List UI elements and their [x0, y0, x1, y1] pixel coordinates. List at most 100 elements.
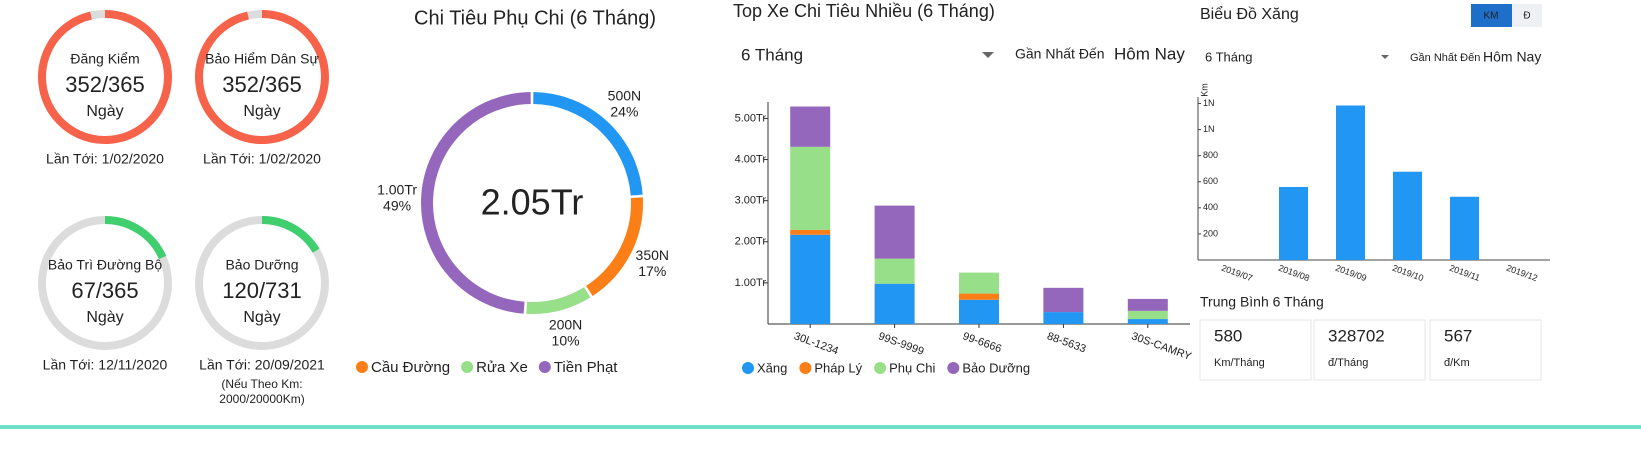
donut-segment	[526, 287, 591, 314]
donut-amount: 350N	[636, 247, 669, 263]
gauge-value: 352/365	[65, 72, 145, 97]
gauge-value: 352/365	[222, 72, 302, 97]
summary-unit: Km/Tháng	[1214, 357, 1265, 369]
gauge-unit: Ngày	[86, 103, 123, 120]
donut-amount: 1.00Tr	[377, 181, 417, 197]
summary-card	[1199, 319, 1312, 381]
dropdown[interactable]: 6 Tháng	[741, 45, 803, 64]
x-tick-label: 99S-9999	[877, 330, 926, 358]
bar	[1450, 196, 1479, 260]
legend-marker	[461, 361, 474, 373]
donut-segment	[533, 92, 643, 196]
donut-segment	[585, 197, 643, 296]
bar	[1336, 105, 1365, 260]
bar-segment	[790, 229, 831, 235]
summary-title: Trung Bình 6 Tháng	[1200, 294, 1324, 310]
legend-marker	[538, 361, 551, 373]
bar	[1279, 186, 1308, 260]
gauge-note: (Nếu Theo Km:	[221, 377, 302, 391]
chart-title: Biểu Đồ Xăng	[1200, 5, 1299, 23]
x-tick-label: 30S-CAMRY	[1130, 330, 1194, 363]
y-tick-label: 1.00Tr	[735, 277, 767, 289]
donut-percent: 24%	[610, 103, 638, 119]
gauge-title: Bảo Dưỡng	[225, 257, 298, 273]
donut-percent: 10%	[552, 332, 580, 348]
bar-segment	[874, 283, 915, 324]
summary-card	[1313, 319, 1426, 381]
toggle-label: Đ	[1523, 11, 1530, 22]
range-label: Gần Nhất Đến	[1410, 52, 1480, 64]
y-tick-label: 4.00Tr	[735, 153, 767, 165]
date-picker[interactable]: Hôm Nay	[1483, 49, 1541, 65]
dropdown-arrow[interactable]	[1381, 55, 1389, 59]
donut-percent: 17%	[638, 263, 666, 279]
bar-segment	[959, 272, 999, 294]
gauge-next: Lần Tới: 1/02/2020	[46, 151, 164, 167]
toggle-km[interactable]	[1471, 4, 1512, 27]
gauge-title: Đăng Kiểm	[70, 51, 139, 67]
donut-percent: 49%	[383, 197, 411, 213]
bar-segment	[959, 299, 999, 324]
y-tick-label: 1N	[1203, 98, 1215, 108]
gauge-arc	[195, 10, 329, 144]
x-tick-label: 2019/10	[1391, 263, 1425, 284]
legend-label: Rửa Xe	[476, 359, 528, 376]
gauge-next: Lần Tới: 12/11/2020	[43, 357, 168, 373]
dropdown[interactable]: 6 Tháng	[1205, 49, 1252, 64]
donut-segment	[421, 92, 531, 314]
gauge-title: Bảo Trì Đường Bộ	[48, 257, 162, 273]
x-tick-label: 2019/11	[1448, 263, 1481, 283]
legend-label: Cầu Đường	[371, 359, 450, 376]
y-axis-label: Km	[1199, 83, 1209, 97]
legend-marker	[742, 362, 754, 374]
legend-marker	[947, 362, 960, 374]
legend-marker	[874, 362, 887, 374]
bar-segment	[1043, 312, 1084, 324]
date-picker[interactable]: Hôm Nay	[1114, 44, 1185, 63]
gauge-unit: Ngày	[243, 309, 280, 326]
donut-amount: 200N	[549, 316, 582, 332]
dropdown-arrow[interactable]	[982, 52, 994, 58]
bar-segment	[1127, 319, 1168, 324]
legend-marker	[799, 362, 812, 374]
bar-segment	[1043, 287, 1084, 313]
gauge-next: Lần Tới: 20/09/2021	[199, 357, 325, 373]
bar-segment	[1127, 310, 1168, 320]
y-tick-label: 5.00Tr	[735, 112, 767, 124]
y-tick-label: 200	[1203, 228, 1218, 238]
bar-segment	[790, 146, 831, 230]
bar-segment	[790, 106, 831, 147]
y-tick-label: 1N	[1203, 124, 1215, 134]
legend-label: Tiền Phạt	[554, 359, 618, 376]
x-tick-label: 88-5633	[1045, 330, 1087, 355]
bar	[1393, 171, 1422, 260]
summary-unit: đ/Km	[1444, 357, 1470, 369]
gauge-value: 67/365	[71, 278, 138, 303]
y-tick-label: 600	[1203, 176, 1218, 186]
x-tick-label: 30L-1234	[792, 330, 840, 357]
divider	[0, 425, 1641, 429]
gauge-title: Bảo Hiểm Dân Sự	[205, 51, 319, 67]
legend-label: Xăng	[757, 360, 787, 375]
summary-value: 328702	[1328, 326, 1385, 345]
y-tick-label: 400	[1203, 202, 1218, 212]
y-tick-label: 3.00Tr	[735, 195, 767, 207]
x-tick-label: 2019/12	[1505, 263, 1539, 284]
legend-marker	[356, 361, 368, 373]
legend-label: Bảo Dưỡng	[962, 360, 1030, 375]
bar-segment	[874, 205, 915, 259]
gauge-arc	[38, 10, 172, 144]
chart-title: Top Xe Chi Tiêu Nhiều (6 Tháng)	[733, 1, 995, 21]
x-tick-label: 2019/09	[1334, 263, 1368, 284]
toggle-d[interactable]	[1512, 4, 1542, 27]
bar-segment	[959, 293, 999, 300]
gauge-unit: Ngày	[243, 103, 280, 120]
gauge-note: 2000/20000Km)	[219, 392, 304, 406]
summary-value: 567	[1444, 326, 1472, 345]
legend-label: Pháp Lý	[814, 360, 862, 375]
legend-label: Phụ Chi	[889, 360, 935, 375]
range-label: Gần Nhất Đến	[1015, 46, 1105, 62]
x-tick-label: 99-6666	[961, 330, 1003, 355]
bar-segment	[1127, 298, 1168, 311]
